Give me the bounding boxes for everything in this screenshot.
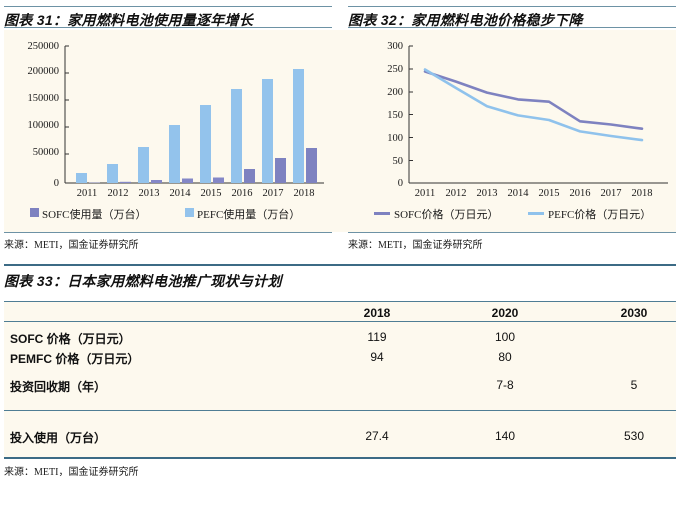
svg-text:2014: 2014 <box>170 188 192 199</box>
svg-text:250: 250 <box>387 64 403 75</box>
svg-text:2018: 2018 <box>632 188 653 199</box>
svg-text:2016: 2016 <box>570 188 591 199</box>
svg-text:0: 0 <box>54 178 59 189</box>
svg-text:200: 200 <box>387 87 403 98</box>
svg-text:2014: 2014 <box>508 188 530 199</box>
svg-text:150: 150 <box>387 110 403 121</box>
svg-text:250000: 250000 <box>28 41 60 52</box>
svg-text:300: 300 <box>387 41 403 52</box>
svg-text:2012: 2012 <box>446 188 467 199</box>
svg-text:2013: 2013 <box>139 188 160 199</box>
svg-text:150000: 150000 <box>28 93 60 104</box>
svg-text:50: 50 <box>393 156 404 167</box>
svg-text:2018: 2018 <box>294 188 315 199</box>
svg-text:0: 0 <box>398 178 403 189</box>
svg-text:2013: 2013 <box>477 188 498 199</box>
svg-text:50000: 50000 <box>33 147 59 158</box>
svg-text:2011: 2011 <box>77 188 98 199</box>
svg-text:100: 100 <box>387 133 403 144</box>
svg-text:2016: 2016 <box>232 188 253 199</box>
svg-text:100000: 100000 <box>28 120 60 131</box>
svg-text:2012: 2012 <box>108 188 129 199</box>
svg-text:2015: 2015 <box>539 188 560 199</box>
svg-text:2011: 2011 <box>415 188 436 199</box>
svg-text:2017: 2017 <box>263 188 284 199</box>
svg-text:2015: 2015 <box>201 188 222 199</box>
svg-text:200000: 200000 <box>28 66 60 77</box>
svg-text:2017: 2017 <box>601 188 622 199</box>
